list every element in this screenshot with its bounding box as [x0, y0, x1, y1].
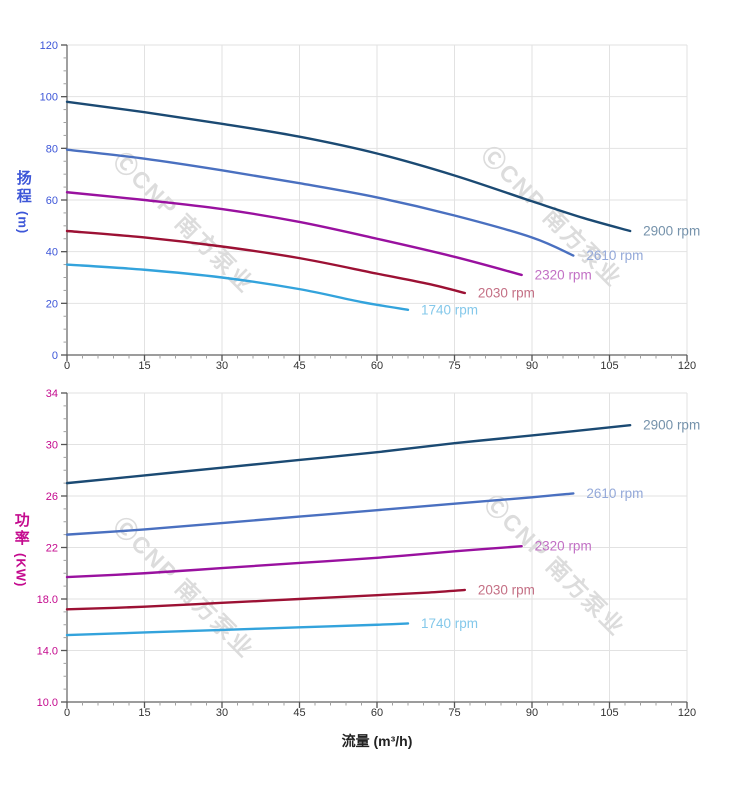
power-axis-title-text: 功率 [12, 512, 30, 548]
curve-label-1740-rpm: 1740 rpm [421, 616, 478, 631]
x-tick-label: 15 [138, 360, 150, 372]
x-tick-label: 105 [600, 360, 618, 372]
y-tick-label: 60 [46, 195, 58, 207]
head-axis-title-text: 扬程 [14, 170, 32, 206]
power-axis-unit: (KW) [13, 553, 29, 588]
curve-label-2320-rpm: 2320 rpm [535, 539, 592, 554]
curve-label-2320-rpm: 2320 rpm [535, 267, 592, 282]
curve-2900-rpm [65, 100, 632, 233]
curve-label-2900-rpm: 2900 rpm [643, 224, 700, 239]
watermark: ⒸCNP 南方泵业 [108, 147, 259, 298]
watermark: ⒸCNP 南方泵业 [108, 512, 259, 663]
y-tick-label: 120 [40, 40, 58, 52]
y-tick-label: 26 [46, 491, 58, 503]
head-axis-title: 扬程 (m) [14, 170, 32, 235]
x-tick-label: 0 [64, 707, 70, 719]
curve-2900-rpm [65, 423, 632, 485]
x-tick-label: 30 [216, 360, 228, 372]
curve-label-1740-rpm: 1740 rpm [421, 302, 478, 317]
x-tick-label: 45 [293, 360, 305, 372]
head-axis-unit: (m) [15, 211, 31, 235]
x-tick-label: 60 [371, 360, 383, 372]
y-tick-label: 30 [46, 440, 58, 452]
y-tick-label: 0 [52, 350, 58, 362]
x-tick-label: 120 [678, 360, 696, 372]
y-tick-label: 80 [46, 143, 58, 155]
y-tick-label: 10.0 [37, 697, 58, 709]
curve-2320-rpm [65, 545, 523, 579]
y-tick-label: 22 [46, 543, 58, 555]
flow-axis-title: 流量 (m³/h) [341, 733, 413, 749]
x-tick-label: 45 [293, 707, 305, 719]
curve-label-2610-rpm: 2610 rpm [586, 248, 643, 263]
y-tick-label: 18.0 [37, 594, 58, 606]
x-tick-label: 0 [64, 360, 70, 372]
y-tick-label: 100 [40, 92, 58, 104]
y-tick-label: 40 [46, 247, 58, 259]
curve-label-2610-rpm: 2610 rpm [586, 486, 643, 501]
watermark: ⒸCNP 南方泵业 [479, 490, 630, 641]
curve-label-2900-rpm: 2900 rpm [643, 418, 700, 433]
curve-2610-rpm [65, 492, 575, 536]
x-tick-label: 60 [371, 707, 383, 719]
x-tick-label: 15 [138, 707, 150, 719]
x-tick-label: 30 [216, 707, 228, 719]
x-tick-label: 90 [526, 707, 538, 719]
x-tick-label: 120 [678, 707, 696, 719]
curve-1740-rpm [65, 263, 410, 311]
y-tick-label: 14.0 [37, 646, 58, 658]
curve-2030-rpm [65, 588, 467, 611]
x-tick-label: 75 [448, 360, 460, 372]
curve-2320-rpm [65, 191, 523, 277]
curve-label-2030-rpm: 2030 rpm [478, 286, 535, 301]
curve-label-2030-rpm: 2030 rpm [478, 582, 535, 597]
y-tick-label: 34 [46, 388, 58, 400]
x-tick-label: 90 [526, 360, 538, 372]
y-tick-label: 20 [46, 298, 58, 310]
chart-1: ⒸCNP 南方泵业 ⒸCNP 南方泵业 0 15 30 45 60 75 90 105 120 10.… [37, 388, 701, 719]
power-axis-title: 功率 (KW) [12, 512, 30, 588]
x-tick-label: 105 [600, 707, 618, 719]
curve-1740-rpm [65, 622, 410, 637]
curve-2610-rpm [65, 148, 575, 257]
x-tick-label: 75 [448, 707, 460, 719]
curve-2030-rpm [65, 229, 467, 295]
